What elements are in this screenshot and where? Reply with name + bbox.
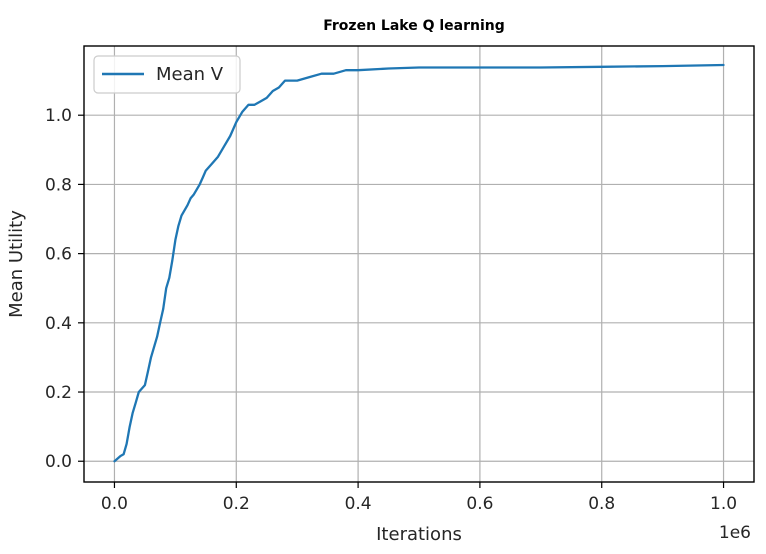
series-group	[113, 63, 725, 463]
chart-title: Frozen Lake Q learning	[323, 18, 505, 34]
axis-ticks: 0.0 0.2 0.4 0.6 0.8 1.0 0.0 0.2 0.4 0.6 0.8 1.0	[45, 106, 737, 514]
y-tick-label: 0.0	[45, 452, 72, 472]
y-tick-label: 0.4	[45, 314, 72, 334]
y-tick-label: 0.2	[45, 383, 72, 403]
series-line-mean-v	[113, 63, 725, 463]
legend-label-mean-v: Mean V	[156, 64, 224, 85]
grid-lines	[84, 46, 754, 482]
legend: Mean V	[93, 55, 241, 94]
x-tick-label: 1.0	[710, 494, 737, 514]
y-axis-label: Mean Utility	[6, 210, 27, 318]
x-tick-label: 0.2	[223, 494, 250, 514]
x-axis-label: Iterations	[376, 524, 462, 545]
x-tick-label: 0.6	[466, 494, 493, 514]
x-tick-label: 0.8	[588, 494, 615, 514]
x-tick-label: 0.0	[101, 494, 128, 514]
y-tick-label: 0.6	[45, 245, 72, 265]
y-tick-label: 0.8	[45, 175, 72, 195]
plot-frame	[83, 45, 755, 483]
x-axis-offset-label: 1e6	[719, 523, 751, 543]
y-tick-label: 1.0	[45, 106, 72, 126]
legend-box	[93, 55, 241, 94]
x-tick-label: 0.4	[345, 494, 372, 514]
